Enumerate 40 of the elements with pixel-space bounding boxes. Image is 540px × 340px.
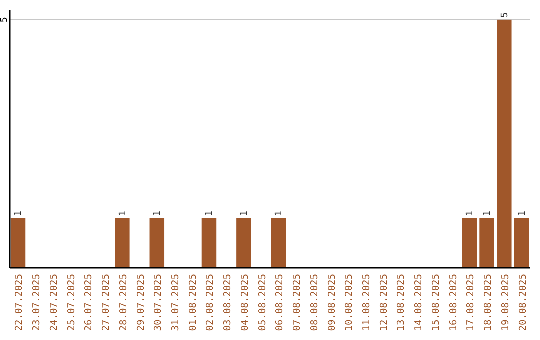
x-tick-label: 09.08.2025 <box>326 274 338 332</box>
data-label: 1 <box>466 210 476 216</box>
x-tick-label: 24.07.2025 <box>48 274 60 332</box>
x-tick-label: 13.08.2025 <box>396 274 408 332</box>
data-label: 1 <box>153 210 164 216</box>
x-tick-label: 01.08.2025 <box>188 274 199 332</box>
x-tick-label: 23.07.2025 <box>32 274 43 332</box>
x-tick-label: 20.08.2025 <box>518 274 529 332</box>
x-tick-label: 16.08.2025 <box>448 274 460 332</box>
data-label: 5 <box>500 12 510 18</box>
x-tick-label: 22.07.2025 <box>14 274 26 332</box>
x-tick-label: 14.08.2025 <box>414 274 425 332</box>
data-label: 1 <box>483 210 494 216</box>
x-tick-label: 30.07.2025 <box>153 274 164 332</box>
x-tick-label: 03.08.2025 <box>222 274 234 332</box>
x-tick-label: 08.08.2025 <box>309 274 320 332</box>
x-tick-label: 26.07.2025 <box>84 274 95 332</box>
data-label: 1 <box>240 210 250 216</box>
x-tick-label: 19.08.2025 <box>500 274 512 332</box>
x-tick-label: 31.07.2025 <box>170 274 182 332</box>
x-tick-label: 28.07.2025 <box>118 274 130 332</box>
x-tick-label: 05.08.2025 <box>257 274 268 332</box>
data-label: 1 <box>118 210 128 216</box>
x-tick-label: 07.08.2025 <box>292 274 304 332</box>
x-tick-label: 25.07.2025 <box>66 274 78 332</box>
x-tick-label: 06.08.2025 <box>274 274 286 332</box>
x-tick-label: 02.08.2025 <box>205 274 216 332</box>
x-tick-label: 15.08.2025 <box>430 274 442 332</box>
x-tick-label: 29.07.2025 <box>136 274 147 332</box>
data-label: 1 <box>14 210 24 216</box>
x-tick-label: 12.08.2025 <box>378 274 390 332</box>
x-tick-label: 11.08.2025 <box>361 274 372 332</box>
x-tick-label: 27.07.2025 <box>101 274 112 332</box>
x-tick-label: 18.08.2025 <box>483 274 494 332</box>
x-tick-label: 10.08.2025 <box>344 274 356 332</box>
data-label: 1 <box>205 210 216 216</box>
data-label: 1 <box>518 210 528 216</box>
x-tick-label: 04.08.2025 <box>240 274 251 332</box>
data-label: 1 <box>274 210 285 216</box>
x-tick-label: 17.08.2025 <box>466 274 477 332</box>
